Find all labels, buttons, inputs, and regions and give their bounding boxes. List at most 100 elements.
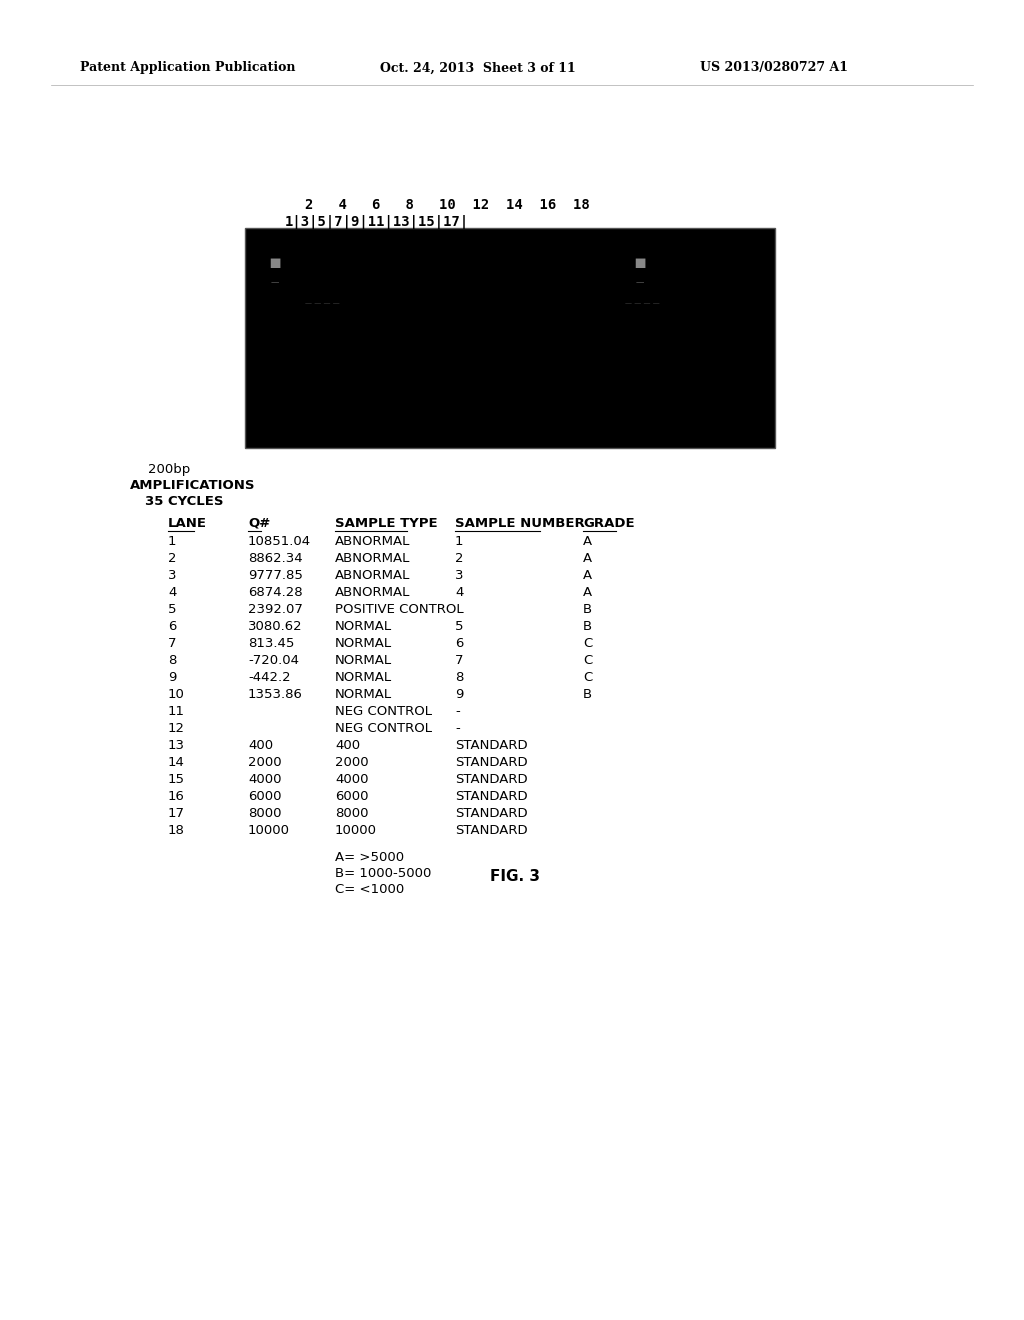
Text: Oct. 24, 2013  Sheet 3 of 11: Oct. 24, 2013 Sheet 3 of 11 (380, 62, 575, 74)
Text: A: A (583, 586, 592, 599)
Text: C: C (583, 671, 592, 684)
Text: A: A (583, 552, 592, 565)
Text: 12: 12 (168, 722, 185, 735)
Text: 10: 10 (168, 688, 185, 701)
Text: STANDARD: STANDARD (455, 824, 527, 837)
Text: Patent Application Publication: Patent Application Publication (80, 62, 296, 74)
Text: 813.45: 813.45 (248, 638, 294, 649)
Text: 9: 9 (168, 671, 176, 684)
Text: 15: 15 (168, 774, 185, 785)
Text: 2: 2 (168, 552, 176, 565)
Text: 2   4   6   8   10  12  14  16  18: 2 4 6 8 10 12 14 16 18 (305, 198, 590, 213)
Text: B: B (583, 603, 592, 616)
Text: C: C (583, 638, 592, 649)
Text: STANDARD: STANDARD (455, 789, 527, 803)
Text: ABNORMAL: ABNORMAL (335, 535, 411, 548)
Text: STANDARD: STANDARD (455, 807, 527, 820)
Text: 8: 8 (168, 653, 176, 667)
Text: 6: 6 (455, 638, 464, 649)
Text: US 2013/0280727 A1: US 2013/0280727 A1 (700, 62, 848, 74)
Text: FIG. 3: FIG. 3 (490, 869, 540, 884)
Text: 5: 5 (455, 620, 464, 634)
Text: — — — —: — — — — (625, 300, 659, 306)
Text: 6000: 6000 (248, 789, 282, 803)
Text: 4: 4 (455, 586, 464, 599)
Text: LANE: LANE (168, 517, 207, 531)
Text: ABNORMAL: ABNORMAL (335, 586, 411, 599)
Text: 11: 11 (168, 705, 185, 718)
Text: 14: 14 (168, 756, 185, 770)
Text: 400: 400 (248, 739, 273, 752)
Text: — — — —: — — — — (305, 300, 340, 306)
Text: 3080.62: 3080.62 (248, 620, 303, 634)
Text: 4000: 4000 (335, 774, 369, 785)
Text: 1|3|5|7|9|11|13|15|17|: 1|3|5|7|9|11|13|15|17| (285, 215, 469, 228)
Text: 8862.34: 8862.34 (248, 552, 303, 565)
Text: STANDARD: STANDARD (455, 774, 527, 785)
Text: 9: 9 (455, 688, 464, 701)
Text: 3: 3 (168, 569, 176, 582)
Text: 8000: 8000 (248, 807, 282, 820)
Text: ▪: ▪ (634, 253, 646, 272)
Text: -: - (455, 722, 460, 735)
Text: 8: 8 (455, 671, 464, 684)
Text: 2392.07: 2392.07 (248, 603, 303, 616)
Text: 13: 13 (168, 739, 185, 752)
Text: 9777.85: 9777.85 (248, 569, 303, 582)
Text: 2000: 2000 (335, 756, 369, 770)
Text: C= <1000: C= <1000 (335, 883, 404, 896)
Text: 1: 1 (455, 535, 464, 548)
Text: 18: 18 (168, 824, 185, 837)
Text: B: B (583, 688, 592, 701)
Text: SAMPLE NUMBER: SAMPLE NUMBER (455, 517, 585, 531)
Text: NORMAL: NORMAL (335, 620, 392, 634)
Text: ▪: ▪ (268, 253, 282, 272)
Text: NORMAL: NORMAL (335, 688, 392, 701)
Text: —: — (636, 279, 644, 288)
Text: NEG CONTROL: NEG CONTROL (335, 705, 432, 718)
Text: 200bp: 200bp (148, 463, 190, 477)
Text: 5: 5 (168, 603, 176, 616)
Text: -: - (455, 705, 460, 718)
Text: -720.04: -720.04 (248, 653, 299, 667)
Text: A: A (583, 569, 592, 582)
Text: B: B (583, 620, 592, 634)
Text: ABNORMAL: ABNORMAL (335, 552, 411, 565)
Text: Q#: Q# (248, 517, 270, 531)
Text: 10000: 10000 (248, 824, 290, 837)
Text: AMPLIFICATIONS: AMPLIFICATIONS (130, 479, 256, 492)
Text: A: A (583, 535, 592, 548)
Text: 16: 16 (168, 789, 185, 803)
Text: SAMPLE TYPE: SAMPLE TYPE (335, 517, 437, 531)
Text: POSITIVE CONTROL: POSITIVE CONTROL (335, 603, 464, 616)
Text: 400: 400 (335, 739, 360, 752)
Text: GRADE: GRADE (583, 517, 635, 531)
Text: C: C (583, 653, 592, 667)
Text: 3: 3 (455, 569, 464, 582)
Text: 7: 7 (455, 653, 464, 667)
Text: 35 CYCLES: 35 CYCLES (145, 495, 223, 508)
Text: NORMAL: NORMAL (335, 638, 392, 649)
Text: A= >5000: A= >5000 (335, 851, 404, 865)
Text: 1353.86: 1353.86 (248, 688, 303, 701)
Bar (245, 228, 775, 447)
Text: —: — (270, 279, 280, 288)
Text: 6874.28: 6874.28 (248, 586, 303, 599)
Text: B= 1000-5000: B= 1000-5000 (335, 867, 431, 880)
Text: 2: 2 (455, 552, 464, 565)
Text: 10851.04: 10851.04 (248, 535, 311, 548)
Text: NORMAL: NORMAL (335, 671, 392, 684)
Text: 1: 1 (168, 535, 176, 548)
Text: ABNORMAL: ABNORMAL (335, 569, 411, 582)
Text: 6: 6 (168, 620, 176, 634)
Text: -442.2: -442.2 (248, 671, 291, 684)
Text: 7: 7 (168, 638, 176, 649)
Text: 8000: 8000 (335, 807, 369, 820)
Text: NORMAL: NORMAL (335, 653, 392, 667)
Text: 17: 17 (168, 807, 185, 820)
Text: STANDARD: STANDARD (455, 756, 527, 770)
Text: 2000: 2000 (248, 756, 282, 770)
Text: STANDARD: STANDARD (455, 739, 527, 752)
Text: 6000: 6000 (335, 789, 369, 803)
Text: 10000: 10000 (335, 824, 377, 837)
